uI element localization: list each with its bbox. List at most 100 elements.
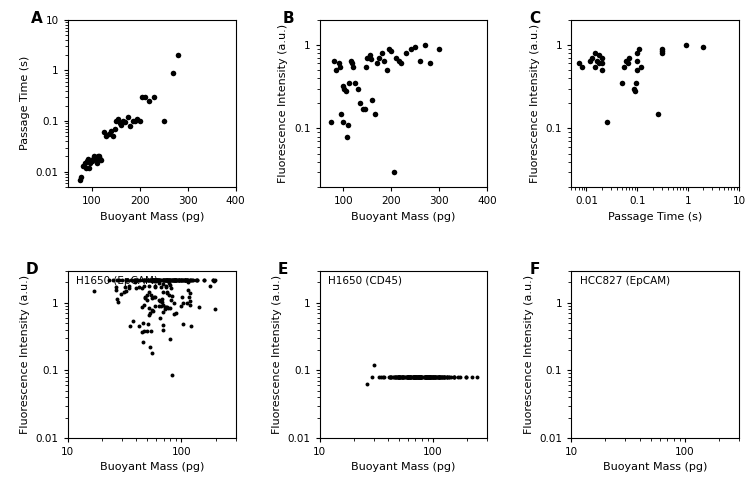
- Point: [153, 276, 165, 283]
- Point: [648, 265, 661, 273]
- Point: [601, 118, 613, 126]
- Point: [651, 265, 663, 273]
- Point: [149, 276, 161, 283]
- Point: [168, 299, 180, 307]
- Point: [168, 276, 180, 283]
- Point: [146, 276, 158, 283]
- Point: [148, 277, 160, 285]
- Point: [666, 265, 678, 273]
- Point: [662, 265, 674, 273]
- Point: [622, 265, 634, 273]
- X-axis label: Buoyant Mass (pg): Buoyant Mass (pg): [351, 462, 455, 472]
- Point: [658, 265, 670, 273]
- Point: [590, 265, 602, 273]
- Point: [657, 265, 669, 273]
- Point: [105, 126, 117, 134]
- Point: [643, 265, 655, 273]
- Point: [112, 115, 124, 123]
- Point: [615, 265, 627, 273]
- Text: HCC827 (EpCAM): HCC827 (EpCAM): [580, 276, 670, 286]
- Point: [434, 373, 446, 381]
- Point: [138, 327, 150, 335]
- Point: [147, 308, 159, 315]
- Point: [80, 164, 92, 172]
- Point: [174, 276, 186, 283]
- Point: [425, 373, 437, 381]
- Point: [153, 276, 165, 283]
- Point: [409, 373, 421, 381]
- Point: [409, 373, 421, 381]
- X-axis label: Passage Time (s): Passage Time (s): [608, 212, 702, 221]
- Point: [665, 265, 677, 273]
- Point: [632, 265, 644, 273]
- Point: [668, 265, 680, 273]
- Point: [155, 302, 167, 310]
- Point: [403, 373, 415, 381]
- Point: [158, 276, 170, 283]
- Point: [404, 373, 416, 381]
- Point: [410, 373, 422, 381]
- Point: [598, 265, 610, 273]
- Point: [81, 157, 93, 165]
- Point: [621, 265, 633, 273]
- Point: [127, 317, 139, 325]
- Point: [421, 373, 433, 381]
- Point: [335, 110, 347, 118]
- Point: [413, 373, 425, 381]
- Point: [408, 373, 420, 381]
- Point: [658, 265, 670, 273]
- Point: [596, 265, 608, 273]
- Point: [149, 276, 161, 283]
- Point: [624, 265, 636, 273]
- Point: [136, 319, 149, 327]
- Point: [677, 265, 689, 273]
- Point: [384, 373, 396, 381]
- Point: [649, 265, 661, 273]
- Point: [75, 173, 87, 181]
- Point: [439, 373, 451, 381]
- Point: [633, 45, 645, 53]
- Point: [118, 288, 130, 296]
- Point: [169, 276, 181, 283]
- Point: [109, 125, 121, 133]
- Point: [415, 373, 428, 381]
- Point: [402, 373, 414, 381]
- Point: [433, 373, 445, 381]
- Point: [422, 373, 434, 381]
- Point: [209, 305, 221, 313]
- Point: [641, 265, 653, 273]
- Text: F: F: [529, 262, 540, 277]
- Point: [644, 265, 656, 273]
- Point: [387, 373, 399, 381]
- Point: [147, 276, 159, 283]
- Point: [404, 373, 416, 381]
- Point: [115, 121, 127, 128]
- Point: [437, 373, 449, 381]
- Point: [460, 373, 472, 381]
- Point: [164, 335, 176, 343]
- Point: [326, 118, 338, 126]
- Point: [655, 45, 667, 53]
- Point: [653, 265, 665, 273]
- Point: [618, 265, 630, 273]
- Point: [133, 117, 146, 125]
- Point: [665, 265, 677, 273]
- Point: [181, 299, 193, 307]
- Point: [586, 54, 598, 62]
- Point: [636, 265, 648, 273]
- Point: [169, 276, 181, 283]
- Point: [390, 373, 402, 381]
- Point: [621, 265, 633, 273]
- Point: [124, 322, 136, 330]
- Point: [643, 265, 655, 273]
- Point: [680, 41, 692, 49]
- Point: [621, 265, 633, 273]
- Point: [161, 282, 173, 290]
- Point: [198, 276, 210, 283]
- Point: [86, 157, 98, 165]
- Point: [647, 265, 659, 273]
- Point: [633, 265, 645, 273]
- Point: [164, 304, 176, 311]
- Point: [119, 283, 131, 291]
- Point: [433, 373, 445, 381]
